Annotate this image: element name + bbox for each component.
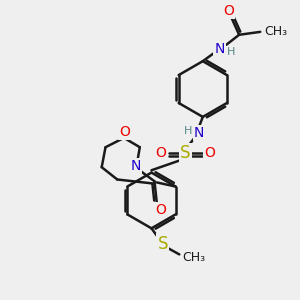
Text: N: N	[194, 126, 204, 140]
Text: H: H	[227, 47, 236, 57]
Text: O: O	[155, 146, 166, 160]
Text: CH₃: CH₃	[182, 251, 206, 264]
Text: S: S	[158, 235, 168, 253]
Text: S: S	[180, 144, 190, 162]
Text: H: H	[184, 126, 192, 136]
Text: O: O	[204, 146, 215, 160]
Text: O: O	[155, 203, 166, 217]
Text: CH₃: CH₃	[265, 25, 288, 38]
Text: N: N	[130, 159, 141, 173]
Text: O: O	[119, 125, 130, 139]
Text: O: O	[223, 4, 234, 18]
Text: N: N	[214, 43, 225, 56]
